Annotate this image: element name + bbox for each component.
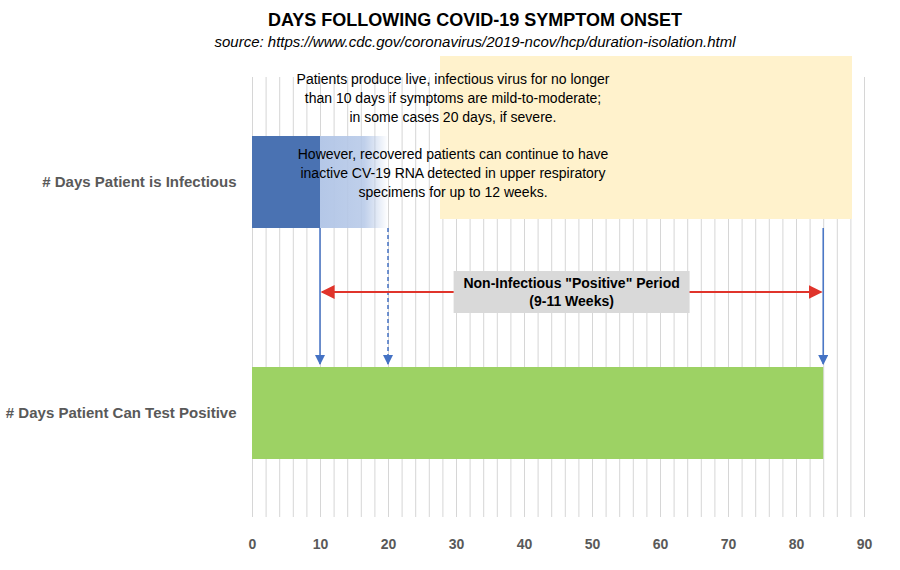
svg-text:Non-Infectious "Positive" Peri: Non-Infectious "Positive" Period (463, 275, 679, 291)
svg-text:than 10 days if symptoms are m: than 10 days if symptoms are mild-to-mod… (305, 90, 601, 106)
svg-text:40: 40 (517, 536, 533, 552)
svg-text:60: 60 (653, 536, 669, 552)
svg-text:# Days Patient Can Test Positi: # Days Patient Can Test Positive (6, 404, 237, 421)
svg-text:10: 10 (313, 536, 329, 552)
svg-text:specimens for up to 12 weeks.: specimens for up to 12 weeks. (358, 184, 547, 200)
svg-text:30: 30 (449, 536, 465, 552)
svg-text:70: 70 (721, 536, 737, 552)
svg-text:0: 0 (249, 536, 257, 552)
svg-text:in some cases 20 days, if seve: in some cases 20 days, if severe. (350, 109, 557, 125)
svg-text:90: 90 (857, 536, 873, 552)
svg-text:50: 50 (585, 536, 601, 552)
svg-text:(9-11 Weeks): (9-11 Weeks) (529, 293, 614, 309)
svg-text:inactive CV-19 RNA detected in: inactive CV-19 RNA detected in upper res… (300, 165, 605, 181)
svg-text:20: 20 (381, 536, 397, 552)
svg-text:80: 80 (789, 536, 805, 552)
html-text:source: https://www.cdc.gov/co: source: https://www.cdc.gov/coronavirus/… (214, 33, 736, 50)
html-text:DAYS FOLLOWING COVID-19 SYMPTO: DAYS FOLLOWING COVID-19 SYMPTOM ONSET (268, 10, 682, 30)
svg-text:Patients produce live, infecti: Patients produce live, infectious virus … (297, 71, 610, 87)
svg-text:# Days Patient is Infectious: # Days Patient is Infectious (42, 173, 236, 190)
svg-text:However, recovered patients ca: However, recovered patients can continue… (298, 146, 609, 162)
